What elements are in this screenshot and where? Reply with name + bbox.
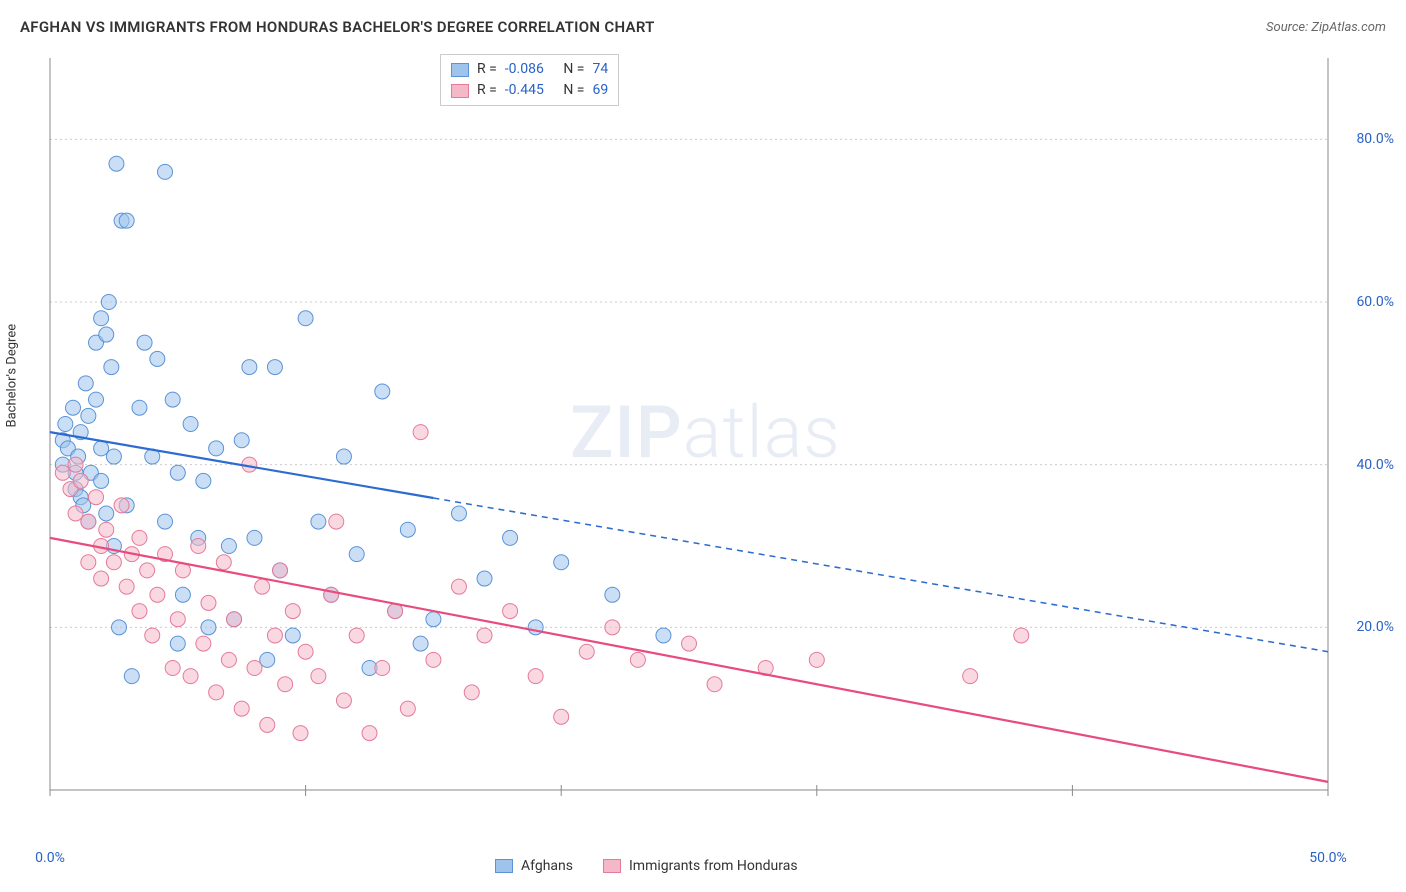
y-axis-label: Bachelor's Degree (5, 324, 20, 428)
stat-n-value: 74 (592, 59, 608, 80)
legend-item-honduras: Immigrants from Honduras (603, 858, 798, 874)
chart-title: AFGHAN VS IMMIGRANTS FROM HONDURAS BACHE… (20, 18, 655, 36)
stat-r-label: R = (477, 80, 497, 101)
stats-legend: R = -0.086 N = 74 R = -0.445 N = 69 (440, 54, 619, 106)
stats-row-afghans: R = -0.086 N = 74 (451, 59, 608, 80)
legend-label: Immigrants from Honduras (629, 858, 798, 874)
swatch-icon (451, 63, 469, 77)
y-tick-label: 20.0% (1356, 619, 1394, 635)
y-tick-label: 80.0% (1356, 131, 1394, 147)
y-tick-label: 40.0% (1356, 457, 1394, 473)
scatter-chart-svg (48, 50, 1378, 820)
x-tick-label: 50.0% (1309, 850, 1347, 866)
stat-n-label: N = (563, 59, 584, 80)
swatch-icon (495, 859, 513, 873)
series-legend: Afghans Immigrants from Honduras (495, 858, 798, 874)
stat-r-label: R = (477, 59, 497, 80)
x-tick-label: 0.0% (35, 850, 65, 866)
stat-r-value: -0.086 (505, 59, 544, 80)
stat-n-label: N = (563, 80, 584, 101)
swatch-icon (451, 84, 469, 98)
y-tick-label: 60.0% (1356, 294, 1394, 310)
legend-label: Afghans (521, 858, 573, 874)
chart-plot-area (48, 50, 1378, 820)
chart-header: AFGHAN VS IMMIGRANTS FROM HONDURAS BACHE… (20, 18, 1386, 36)
stats-row-honduras: R = -0.445 N = 69 (451, 80, 608, 101)
legend-item-afghans: Afghans (495, 858, 573, 874)
stat-r-value: -0.445 (505, 80, 544, 101)
chart-source: Source: ZipAtlas.com (1266, 20, 1386, 35)
stat-n-value: 69 (592, 80, 608, 101)
swatch-icon (603, 859, 621, 873)
